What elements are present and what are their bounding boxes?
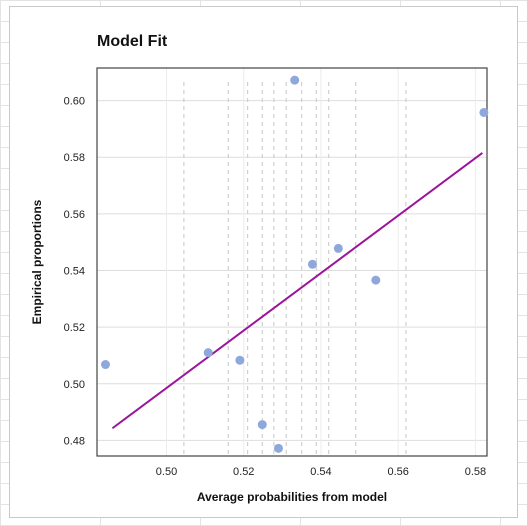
x-tick-label: 0.54 [310, 466, 331, 478]
data-points [101, 76, 488, 453]
x-tick-label: 0.50 [156, 466, 177, 478]
y-tick-label: 0.60 [64, 96, 85, 108]
x-tick-label: 0.58 [465, 466, 486, 478]
x-axis-label: Average probabilities from model [197, 490, 387, 504]
vertical-markers [184, 82, 406, 454]
plot-frame [97, 68, 487, 456]
chart-container[interactable]: Model Fit 0.50 0.52 0.54 0.56 0.58 0.48 0.50 0… [9, 6, 518, 518]
data-point [308, 260, 317, 269]
data-point [290, 76, 299, 85]
x-tick-label: 0.56 [387, 466, 408, 478]
data-point [371, 276, 380, 285]
data-point [258, 420, 267, 429]
y-tick-label: 0.50 [64, 379, 85, 391]
data-point [101, 360, 110, 369]
y-tick-label: 0.56 [64, 209, 85, 221]
y-tick-label: 0.48 [64, 435, 85, 447]
fit-line [112, 153, 482, 428]
model-fit-chart: Model Fit 0.50 0.52 0.54 0.56 0.58 0.480.500… [10, 7, 519, 519]
y-tick-label: 0.52 [64, 322, 85, 334]
data-point [479, 108, 488, 117]
data-point [235, 356, 244, 365]
grid-lines [97, 68, 487, 456]
y-axis-label: Empirical proportions [30, 199, 44, 324]
x-tick-label: 0.52 [233, 466, 254, 478]
data-point [334, 244, 343, 253]
y-tick-labels: 0.48 0.50 0.52 0.54 0.56 0.58 0.60 [64, 96, 85, 448]
y-tick-label: 0.54 [64, 265, 85, 277]
x-tick-labels: 0.50 0.52 0.54 0.56 0.58 [156, 466, 486, 478]
data-point [274, 444, 283, 453]
data-point [204, 348, 213, 357]
y-tick-label: 0.58 [64, 152, 85, 164]
chart-title: Model Fit [97, 33, 168, 50]
